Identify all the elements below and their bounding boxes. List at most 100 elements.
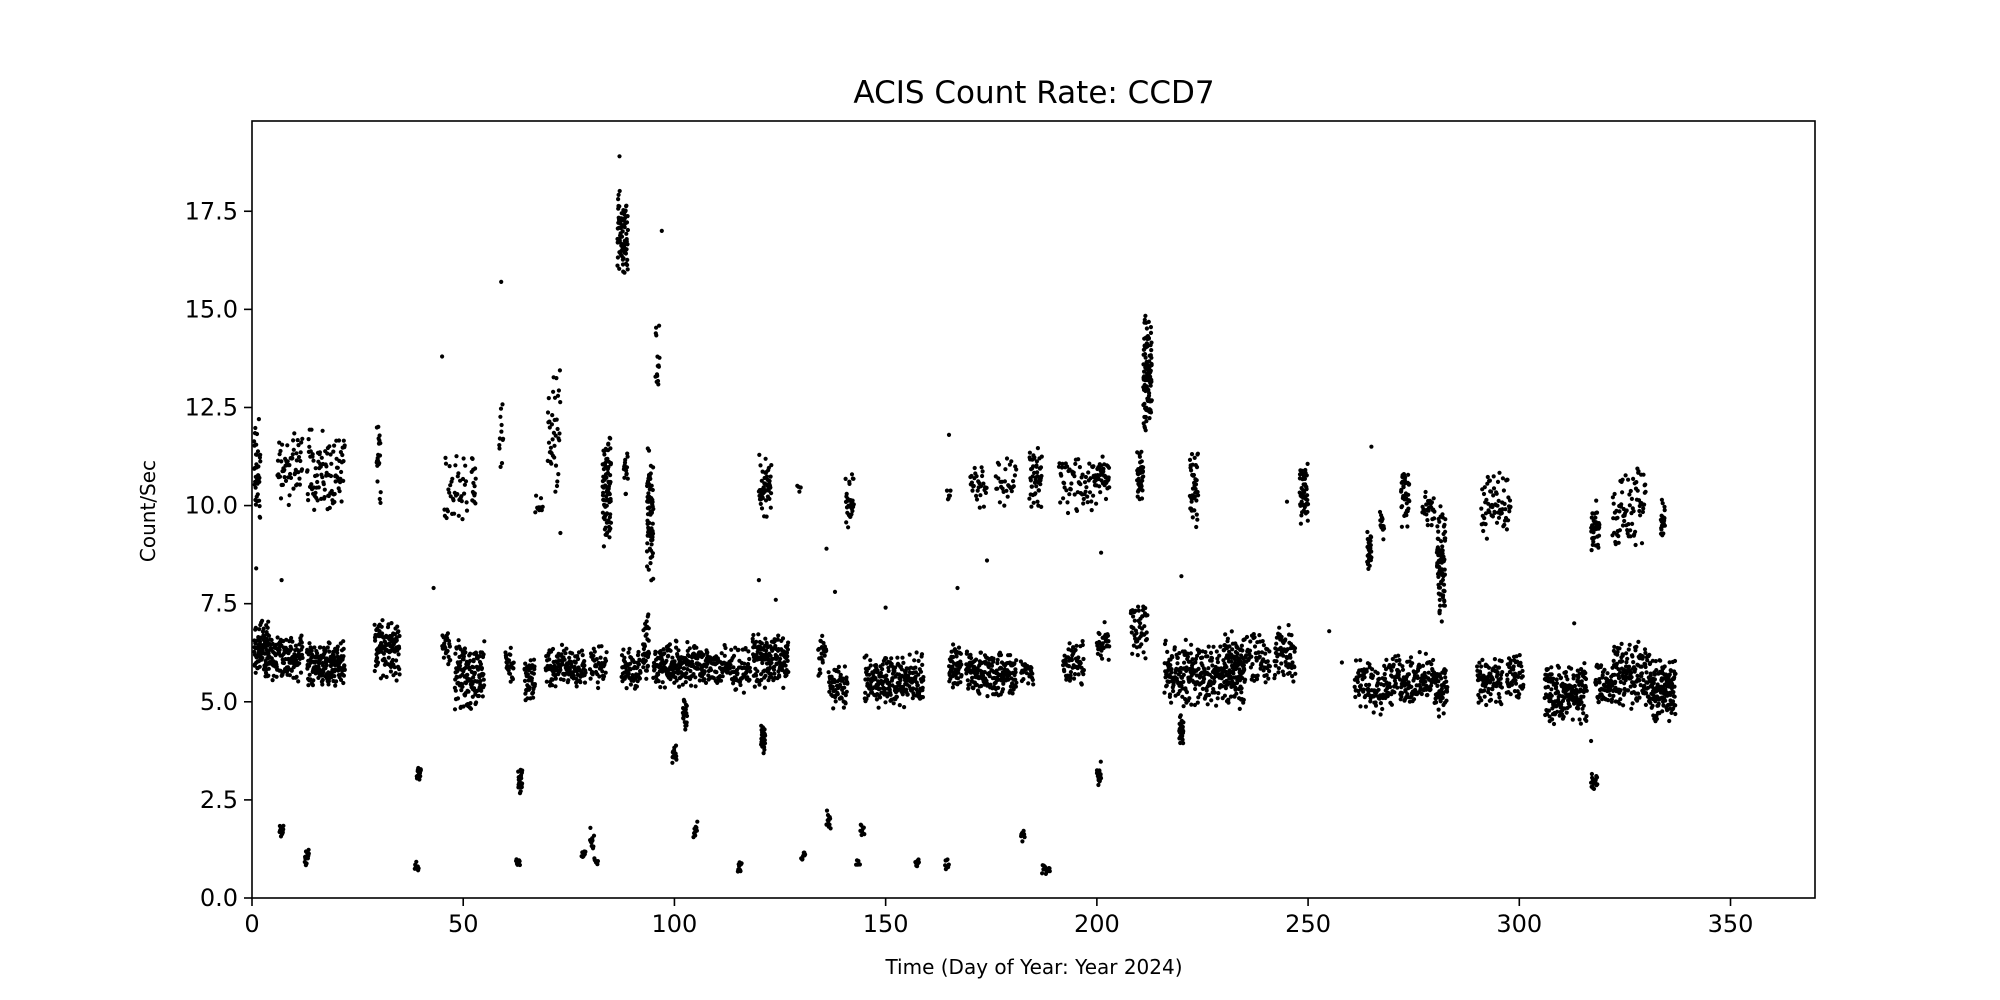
data-point <box>280 442 285 447</box>
data-point <box>288 471 293 477</box>
data-point <box>1066 664 1071 669</box>
data-point <box>1130 651 1135 656</box>
data-point <box>320 428 325 433</box>
data-point <box>1289 633 1294 638</box>
data-point <box>1105 633 1111 638</box>
data-point <box>1411 697 1417 702</box>
data-point <box>1202 676 1207 682</box>
data-point <box>1229 652 1234 657</box>
data-point <box>1177 688 1182 694</box>
data-point <box>321 482 326 487</box>
data-point <box>1578 721 1583 726</box>
data-point <box>472 491 477 496</box>
data-point <box>1272 676 1277 681</box>
data-point <box>500 402 505 407</box>
data-point <box>608 512 613 517</box>
data-point <box>1397 658 1402 663</box>
data-point <box>497 446 502 451</box>
data-point <box>1078 661 1083 666</box>
data-point <box>1000 486 1005 491</box>
data-point <box>746 661 751 667</box>
data-point <box>661 647 666 652</box>
data-point <box>375 655 380 661</box>
data-point <box>320 677 325 683</box>
data-point <box>380 631 385 636</box>
data-point <box>617 204 622 209</box>
data-point <box>1618 688 1623 693</box>
data-point <box>446 487 451 492</box>
data-point <box>266 651 271 656</box>
data-point <box>998 652 1004 658</box>
data-point <box>1066 655 1071 660</box>
data-point <box>324 663 329 668</box>
data-point <box>778 656 783 661</box>
data-point <box>722 653 727 658</box>
data-point <box>780 636 786 641</box>
data-point <box>1276 666 1281 671</box>
data-point <box>1086 470 1091 475</box>
data-point <box>1210 663 1215 668</box>
data-point <box>1267 664 1272 669</box>
data-point <box>1667 718 1672 724</box>
data-point <box>1422 670 1427 676</box>
data-point <box>988 682 993 687</box>
data-point <box>1439 686 1444 691</box>
data-point <box>553 433 558 438</box>
data-point <box>868 658 873 663</box>
data-point <box>1363 704 1368 709</box>
data-point <box>1358 658 1363 663</box>
data-point <box>1175 661 1180 666</box>
data-point <box>1068 670 1073 675</box>
data-point <box>851 476 856 481</box>
data-point <box>528 658 533 663</box>
data-point <box>396 629 401 634</box>
data-point <box>1610 683 1615 688</box>
data-point <box>274 674 279 679</box>
data-point <box>1292 649 1297 654</box>
data-point <box>1206 644 1211 649</box>
data-point <box>880 667 885 672</box>
data-point <box>850 508 855 514</box>
data-point <box>1549 693 1554 698</box>
data-point <box>1647 652 1652 657</box>
data-point <box>1107 644 1112 649</box>
data-point <box>1002 503 1007 508</box>
data-point <box>1029 504 1034 509</box>
data-point <box>616 192 621 197</box>
data-point <box>1089 508 1094 513</box>
data-point <box>287 639 292 644</box>
data-point <box>1517 692 1522 697</box>
data-point <box>842 685 847 690</box>
data-point <box>390 657 395 663</box>
data-point <box>682 666 687 671</box>
data-point <box>660 680 665 685</box>
data-point <box>650 551 656 556</box>
data-point <box>694 645 699 650</box>
data-point <box>287 673 292 678</box>
data-point <box>1036 488 1041 493</box>
data-point <box>578 680 583 685</box>
data-point <box>1003 467 1008 472</box>
data-point <box>603 670 608 675</box>
data-point <box>466 689 471 694</box>
data-point <box>981 504 987 509</box>
data-point <box>290 452 295 457</box>
data-point <box>623 251 629 256</box>
data-point <box>1240 670 1245 675</box>
data-point <box>1554 684 1559 690</box>
data-point <box>683 707 688 712</box>
data-point <box>288 475 294 480</box>
data-point <box>332 499 337 505</box>
data-point <box>1364 682 1369 688</box>
data-point <box>1223 632 1228 637</box>
data-point <box>1651 713 1656 718</box>
data-point <box>821 640 826 646</box>
data-point <box>297 661 302 666</box>
data-point <box>1429 683 1434 688</box>
data-point <box>1083 489 1088 494</box>
data-point <box>818 671 823 676</box>
data-point <box>615 255 621 260</box>
data-point <box>395 624 400 629</box>
data-point <box>450 476 455 481</box>
data-point <box>1249 654 1254 659</box>
